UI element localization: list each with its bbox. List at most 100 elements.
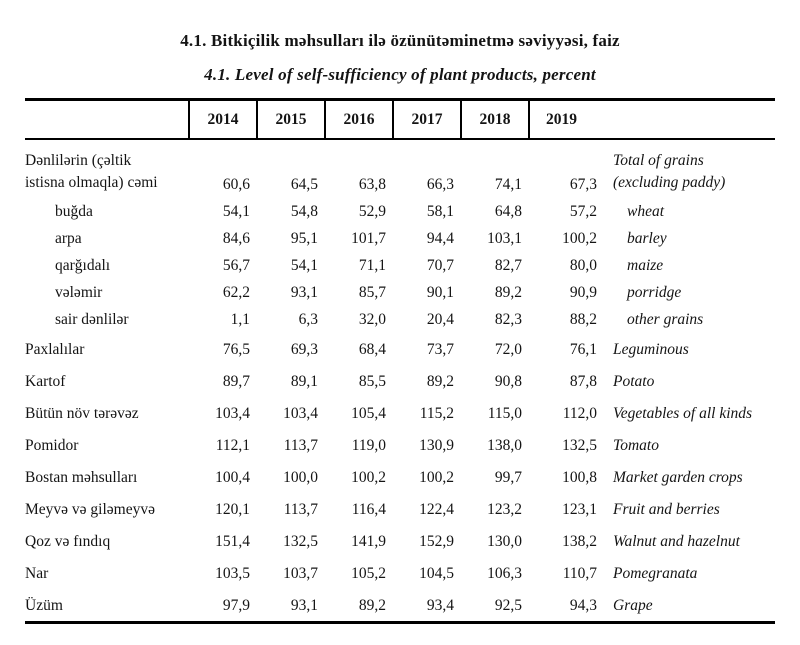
table-row: Bütün növ tərəvəz 103,4 103,4 105,4 115,…	[25, 397, 775, 429]
row-label-az: Üzüm	[25, 596, 63, 614]
value: 64,5	[290, 176, 318, 193]
value: 116,4	[351, 500, 386, 518]
row-label-az: Paxlalılar	[25, 340, 85, 358]
row-label-az: Nar	[25, 564, 49, 582]
value: 73,7	[426, 340, 454, 358]
value: 89,7	[222, 372, 250, 390]
value: 20,4	[426, 311, 454, 328]
value: 112,0	[562, 404, 597, 422]
value: 112,1	[215, 436, 250, 454]
year-header: 2017	[392, 101, 460, 138]
table-row: Qoz və fındıq 151,4 132,5 141,9 152,9 13…	[25, 525, 775, 557]
value: 74,1	[494, 176, 522, 193]
value: 82,3	[494, 311, 522, 328]
table-row: qarğıdalı 56,7 54,1 71,1 70,7 82,7 80,0 …	[25, 252, 775, 279]
value: 115,2	[419, 404, 454, 422]
value: 100,8	[562, 468, 597, 486]
row-label-en-line1: Total of grains	[613, 152, 704, 169]
row-label-az: arpa	[55, 230, 82, 247]
value: 95,1	[290, 230, 318, 247]
value: 106,3	[487, 564, 522, 582]
value: 54,8	[290, 203, 318, 220]
table-row: sair dənlilər 1,1 6,3 32,0 20,4 82,3 88,…	[25, 306, 775, 333]
value: 123,2	[487, 500, 522, 518]
row-label-en: Potato	[613, 372, 655, 390]
value: 97,9	[222, 596, 250, 614]
row-label-en: wheat	[627, 203, 665, 220]
value: 60,6	[222, 176, 250, 193]
table-row: Bostan məhsulları 100,4 100,0 100,2 100,…	[25, 461, 775, 493]
row-label-en: Market garden crops	[613, 468, 743, 486]
row-label-en: other grains	[627, 311, 704, 328]
value: 58,1	[426, 203, 454, 220]
value: 87,8	[569, 372, 597, 390]
page-title-az: 4.1. Bitkiçilik məhsulları ilə özünütəmi…	[180, 31, 620, 50]
value: 103,5	[215, 564, 250, 582]
value: 90,8	[494, 372, 522, 390]
table-row: arpa 84,6 95,1 101,7 94,4 103,1 100,2 ba…	[25, 225, 775, 252]
row-label-az: Bostan məhsulları	[25, 468, 138, 486]
year-header: 2014	[188, 101, 256, 138]
table-header-row: 2014 2015 2016 2017 2018 2019	[25, 101, 775, 140]
header-corner-cell	[25, 101, 188, 138]
value: 122,4	[419, 500, 454, 518]
value: 56,7	[222, 257, 250, 274]
value: 76,5	[222, 340, 250, 358]
value: 72,0	[494, 340, 522, 358]
value: 90,1	[426, 284, 454, 301]
table-row: Paxlalılar 76,5 69,3 68,4 73,7 72,0 76,1…	[25, 333, 775, 365]
value: 32,0	[358, 311, 386, 328]
row-label-en: Fruit and berries	[613, 500, 720, 518]
value: 64,8	[494, 203, 522, 220]
value: 69,3	[290, 340, 318, 358]
value: 52,9	[358, 203, 386, 220]
row-label-en: barley	[627, 230, 667, 247]
row-label-az: Bütün növ tərəvəz	[25, 404, 139, 422]
value: 71,1	[358, 257, 386, 274]
value: 120,1	[215, 500, 250, 518]
value: 100,2	[351, 468, 386, 486]
row-label-az: Dənlilərin (çəltik istisna olmaqla) cəmi	[25, 150, 188, 194]
row-label-az: qarğıdalı	[55, 257, 111, 274]
value: 100,2	[419, 468, 454, 486]
row-label-en: Walnut and hazelnut	[613, 532, 740, 550]
value: 104,5	[419, 564, 454, 582]
value: 63,8	[358, 176, 386, 193]
value: 105,2	[351, 564, 386, 582]
value: 119,0	[351, 436, 386, 454]
table-row: Kartof 89,7 89,1 85,5 89,2 90,8 87,8 Pot…	[25, 365, 775, 397]
value: 92,5	[494, 596, 522, 614]
value: 152,9	[419, 532, 454, 550]
table-row: buğda 54,1 54,8 52,9 58,1 64,8 57,2 whea…	[25, 198, 775, 225]
row-label-az: Qoz və fındıq	[25, 532, 111, 550]
value: 88,2	[569, 311, 597, 328]
row-label-en-line2: (excluding paddy)	[613, 174, 726, 191]
document-page: 4.1. Bitkiçilik məhsulları ilə özünütəmi…	[25, 31, 775, 624]
value: 141,9	[351, 532, 386, 550]
value: 99,7	[494, 468, 522, 486]
value: 138,0	[487, 436, 522, 454]
value: 66,3	[426, 176, 454, 193]
row-label-az-line2: istisna olmaqla) cəmi	[25, 174, 158, 191]
row-label-en: Total of grains (excluding paddy)	[603, 150, 775, 194]
table-body: Dənlilərin (çəltik istisna olmaqla) cəmi…	[25, 140, 775, 621]
value: 62,2	[222, 284, 250, 301]
value: 89,2	[358, 596, 386, 614]
value: 54,1	[290, 257, 318, 274]
value: 110,7	[562, 564, 597, 582]
value: 70,7	[426, 257, 454, 274]
value: 103,1	[487, 230, 522, 247]
value: 130,0	[487, 532, 522, 550]
value: 123,1	[562, 500, 597, 518]
value: 151,4	[215, 532, 250, 550]
value: 93,1	[290, 596, 318, 614]
row-label-az: vələmir	[55, 284, 103, 301]
value: 103,4	[215, 404, 250, 422]
value: 89,2	[426, 372, 454, 390]
value: 115,0	[487, 404, 522, 422]
value: 82,7	[494, 257, 522, 274]
value: 100,4	[215, 468, 250, 486]
value: 103,7	[283, 564, 318, 582]
value: 101,7	[351, 230, 386, 247]
value: 84,6	[222, 230, 250, 247]
